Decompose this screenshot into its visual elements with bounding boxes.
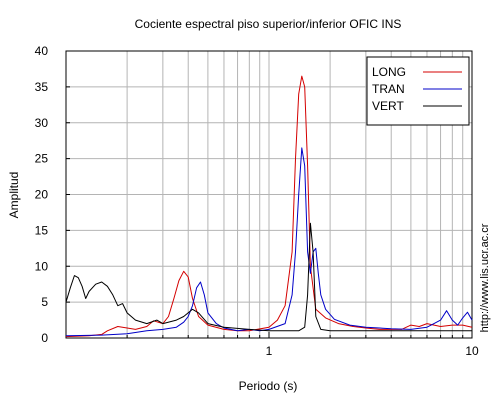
y-tick-label: 35: [35, 80, 49, 94]
y-tick-label: 40: [35, 44, 49, 58]
legend-label-vert: VERT: [372, 99, 404, 113]
series-line-long: [65, 75, 473, 338]
y-tick-label: 30: [35, 116, 49, 130]
series-lines: [65, 75, 473, 338]
legend-label-long: LONG: [372, 65, 406, 79]
y-tick-label: 10: [35, 259, 49, 273]
x-axis-label: Periodo (s): [239, 379, 298, 393]
legend-label-tran: TRAN: [372, 82, 405, 96]
y-tick-label: 25: [35, 152, 49, 166]
axis-ticks: 0 5 10 15 20 25 30 35 40 1 10: [35, 44, 479, 358]
x-tick-label: 10: [465, 344, 479, 358]
series-line-vert: [65, 222, 472, 332]
legend-box: [366, 56, 470, 126]
x-tick-label: 1: [266, 344, 273, 358]
y-tick-label: 5: [41, 295, 48, 309]
y-tick-label: 15: [35, 223, 49, 237]
y-tick-label: 0: [41, 331, 48, 345]
y-axis-label: Amplitud: [7, 172, 21, 219]
watermark-url: http://www.lis.ucr.ac.cr: [479, 223, 491, 332]
legend: LONG TRAN VERT: [366, 56, 470, 126]
chart-title: Cociente espectral piso superior/inferio…: [135, 17, 402, 31]
y-tick-label: 20: [35, 188, 49, 202]
